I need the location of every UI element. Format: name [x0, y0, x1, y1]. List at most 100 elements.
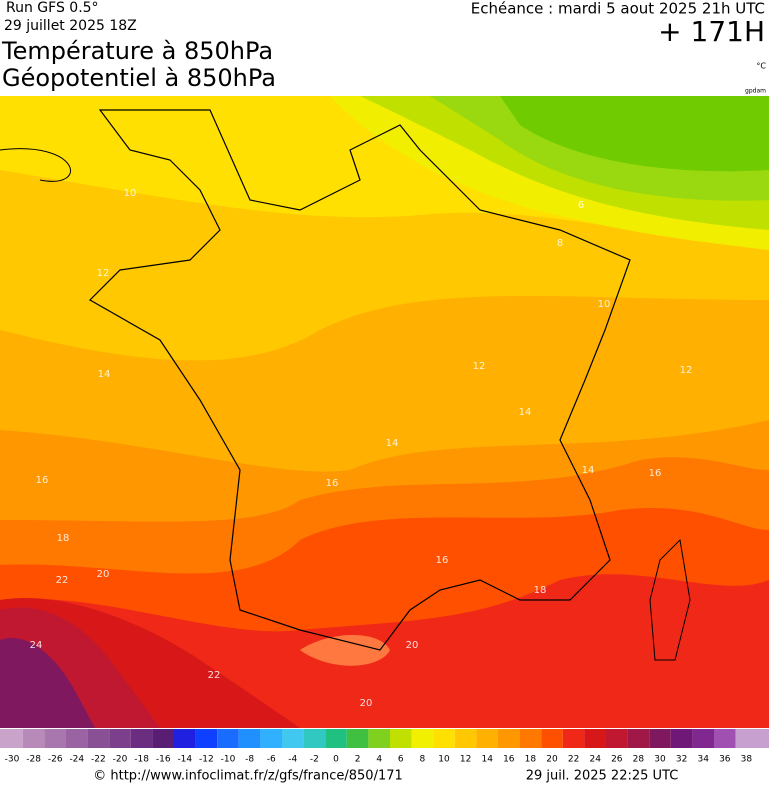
colorbar-label: -12	[199, 755, 214, 765]
contour-label: 16	[326, 478, 339, 489]
colorbar-label: 14	[481, 755, 493, 765]
color-swatch	[174, 729, 196, 748]
color-swatch	[714, 729, 736, 748]
contour-label: 6	[578, 200, 584, 211]
colorbar-label: -26	[48, 755, 63, 765]
color-swatch	[368, 729, 390, 748]
color-swatch	[584, 729, 606, 748]
colorbar-label: -18	[134, 755, 149, 765]
contour-label: 12	[473, 361, 486, 372]
color-swatch	[649, 729, 671, 748]
color-swatch	[66, 729, 88, 748]
contour-label: 16	[436, 555, 449, 566]
contour-label: 8	[557, 238, 563, 249]
color-swatch	[44, 729, 66, 748]
color-swatch	[282, 729, 304, 748]
colorbar-label: -28	[26, 755, 41, 765]
contour-label: 24	[30, 640, 43, 651]
contour-label: 16	[36, 475, 49, 486]
color-swatch	[87, 729, 110, 748]
colorbar-label: -14	[177, 755, 192, 765]
colorbar-label: 24	[589, 755, 601, 765]
color-swatch	[238, 729, 261, 748]
color-swatch	[562, 729, 585, 748]
color-swatch	[498, 729, 520, 748]
contour-label: 16	[649, 468, 662, 479]
colorbar-label: -24	[69, 755, 84, 765]
colorbar-label: 16	[503, 755, 515, 765]
contour-label: 12	[680, 365, 693, 376]
color-swatch	[346, 729, 369, 748]
colorbar-label: -20	[113, 755, 128, 765]
contour-label: 22	[56, 575, 69, 586]
color-swatch	[692, 729, 714, 748]
colorbar-label: -2	[310, 755, 319, 765]
colorbar-label: 0	[333, 755, 339, 765]
contour-label: 18	[534, 585, 547, 596]
colorbar-label: 26	[611, 755, 623, 765]
color-swatch	[217, 729, 239, 748]
color-swatch	[454, 729, 477, 748]
colorbar-label: -22	[91, 755, 106, 765]
color-swatch	[0, 729, 23, 748]
color-swatch	[735, 729, 769, 748]
color-swatch	[303, 729, 326, 748]
contour-label: 10	[124, 188, 137, 199]
source-tag: gpdam	[745, 88, 766, 95]
colorbar-label: 10	[438, 755, 450, 765]
colorbar-label: 22	[568, 755, 579, 765]
colorbar-label: 20	[546, 755, 558, 765]
title: Géopotentiel à 850hPa	[2, 64, 276, 92]
color-swatch	[109, 729, 131, 748]
color-swatch	[476, 729, 498, 748]
color-swatch	[152, 729, 174, 748]
contour-label: 18	[57, 533, 70, 544]
contour-label: 20	[406, 640, 419, 651]
colorbar-label: 12	[460, 755, 471, 765]
unit: °C	[756, 62, 766, 71]
footer-url: © http://www.infoclimat.fr/z/gfs/france/…	[93, 769, 403, 784]
color-swatch	[627, 729, 650, 748]
color-swatch	[325, 729, 347, 748]
contour-label: 10	[598, 299, 611, 310]
color-swatch	[519, 729, 542, 748]
color-swatch	[411, 729, 434, 748]
contour-label: 14	[98, 369, 111, 380]
colorbar-label: 32	[676, 755, 687, 765]
colorbar-label: 18	[525, 755, 537, 765]
color-swatch	[130, 729, 153, 748]
color-swatch	[606, 729, 628, 748]
contour-label: 20	[97, 569, 110, 580]
color-swatch	[195, 729, 218, 748]
colorbar-label: 8	[420, 755, 426, 765]
lead-time: + 171H	[658, 15, 765, 48]
map	[0, 96, 769, 728]
colorbar-label: 2	[355, 755, 361, 765]
contour-label: 12	[97, 268, 110, 279]
colorbar-label: -6	[267, 755, 276, 765]
color-swatch	[260, 729, 282, 748]
color-swatch	[390, 729, 412, 748]
colorbar-label: 6	[398, 755, 404, 765]
colorbar-label: 34	[697, 755, 709, 765]
color-swatch	[670, 729, 693, 748]
colorbar-label: -8	[245, 755, 254, 765]
title: Température à 850hPa	[1, 37, 273, 65]
colorbar-label: -16	[156, 755, 171, 765]
colorbar-label: 4	[376, 755, 382, 765]
contour-label: 20	[360, 698, 373, 709]
colorbar-label: 36	[719, 755, 731, 765]
color-swatch	[22, 729, 45, 748]
colorbar-label: -10	[221, 755, 236, 765]
colorbar-label: 28	[633, 755, 645, 765]
contour-label: 22	[208, 670, 221, 681]
color-swatch	[433, 729, 455, 748]
colorbar-label: 38	[741, 755, 753, 765]
contour-label: 14	[386, 438, 399, 449]
run-date: 29 juillet 2025 18Z	[4, 18, 137, 34]
forecast: Echéance : mardi 5 aout 2025 21h UTC	[471, 0, 765, 18]
colorbar-label: 30	[654, 755, 666, 765]
color-swatch	[541, 729, 563, 748]
run: Run GFS 0.5°	[6, 0, 99, 16]
